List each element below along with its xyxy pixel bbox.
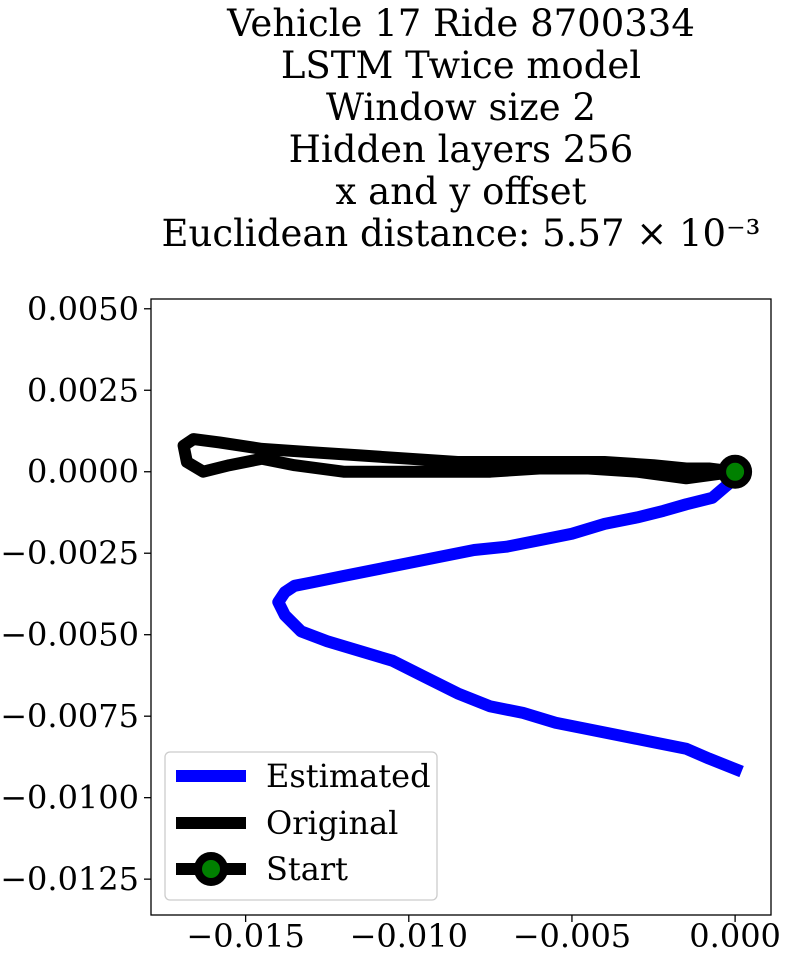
legend-estimated-label: Estimated: [266, 757, 431, 795]
title-line-5: x and y offset: [336, 170, 587, 213]
y-tick-label: −0.0100: [0, 779, 139, 817]
series-layer: [177, 433, 753, 778]
axis-ticks: −0.015 −0.010 −0.005 0.000 0.0050 0.0025 0.000…: [0, 290, 781, 955]
legend-start-marker: [194, 852, 228, 886]
legend: Estimated Original Start: [164, 751, 438, 901]
x-tick-label: −0.010: [350, 917, 468, 955]
series-estimated-line: [272, 473, 744, 778]
x-tick-label: 0.000: [689, 917, 781, 955]
y-tick-label: 0.0000: [27, 453, 139, 491]
y-tick-label: 0.0025: [27, 371, 139, 409]
title-line-3: Window size 2: [326, 86, 596, 129]
start-marker: [718, 454, 753, 489]
series-original-line: [177, 433, 736, 485]
y-tick-label: −0.0125: [0, 860, 139, 898]
y-tick-label: −0.0050: [0, 616, 139, 654]
y-tick-label: −0.0025: [0, 534, 139, 572]
legend-original-label: Original: [266, 804, 398, 842]
x-tick-label: −0.015: [186, 917, 304, 955]
title-line-4: Hidden layers 256: [289, 128, 634, 171]
title-line-6: Euclidean distance: 5.57 × 10⁻³: [162, 212, 761, 255]
y-tick-label: 0.0050: [27, 290, 139, 328]
legend-start-label: Start: [266, 850, 348, 888]
title-line-1: Vehicle 17 Ride 8700334: [226, 2, 695, 45]
x-tick-label: −0.005: [513, 917, 631, 955]
y-tick-label: −0.0075: [0, 697, 139, 735]
title-line-2: LSTM Twice model: [281, 44, 641, 87]
